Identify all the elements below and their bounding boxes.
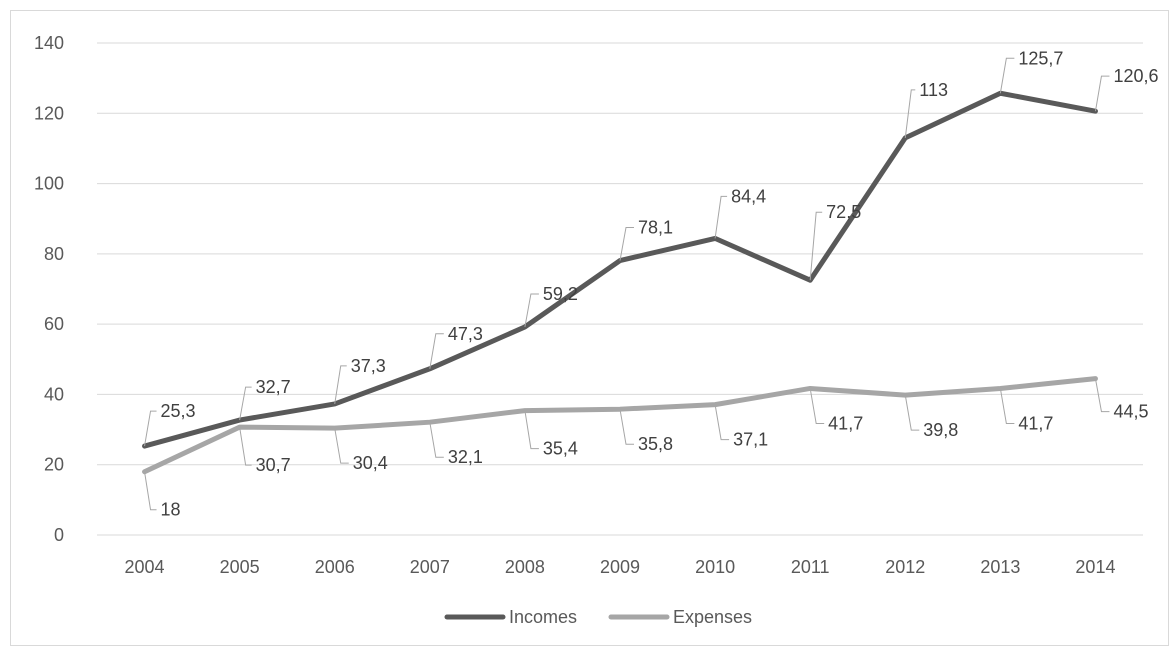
data-label-leader xyxy=(144,410,157,447)
data-label-expenses: 39,8 xyxy=(923,420,958,440)
data-label-leader xyxy=(999,57,1015,94)
x-axis: 2004 2005 2006 2007 2008 2009 2010 2011 2012 2013… xyxy=(125,557,1116,577)
y-tick-label: 60 xyxy=(44,314,64,334)
data-label-leader xyxy=(239,427,252,466)
data-label-leader xyxy=(144,471,157,511)
y-tick-label: 40 xyxy=(44,384,64,404)
data-label-incomes: 78,1 xyxy=(638,218,673,238)
data-label-expenses: 30,4 xyxy=(353,453,388,473)
data-label-incomes: 59,2 xyxy=(543,284,578,304)
data-label-leader xyxy=(524,410,539,450)
data-label-expenses: 30,7 xyxy=(256,455,291,475)
data-label-expenses: 35,4 xyxy=(543,439,578,459)
legend: Incomes Expenses xyxy=(444,607,752,627)
data-label-leader xyxy=(619,409,634,445)
x-tick-label: 2014 xyxy=(1075,557,1115,577)
data-label-expenses: 18 xyxy=(161,500,181,520)
y-tick-label: 120 xyxy=(34,103,64,123)
y-tick-label: 140 xyxy=(34,33,64,53)
x-tick-label: 2013 xyxy=(980,557,1020,577)
legend-label-incomes: Incomes xyxy=(509,607,577,627)
data-label-leader xyxy=(524,293,539,328)
data-label-incomes: 84,4 xyxy=(731,186,766,206)
data-label-expenses: 44,5 xyxy=(1113,402,1148,422)
x-tick-label: 2005 xyxy=(220,557,260,577)
data-label-leader xyxy=(334,365,347,404)
x-tick-label: 2012 xyxy=(885,557,925,577)
x-tick-label: 2004 xyxy=(125,557,165,577)
data-label-leader xyxy=(619,227,634,261)
data-label-incomes: 72,5 xyxy=(826,202,861,222)
data-label-incomes: 47,3 xyxy=(448,324,483,344)
data-labels: 25,3 32,7 37,3 47,3 59,2 78,1 84,4 72,5 113 125,7… xyxy=(144,48,1159,520)
x-tick-label: 2006 xyxy=(315,557,355,577)
data-label-leader xyxy=(904,89,916,138)
data-label-incomes: 125,7 xyxy=(1018,48,1063,68)
data-label-leader xyxy=(904,395,920,431)
gridlines xyxy=(97,42,1143,536)
x-tick-label: 2009 xyxy=(600,557,640,577)
x-tick-label: 2010 xyxy=(695,557,735,577)
data-label-leader xyxy=(429,422,444,458)
data-label-leader xyxy=(1094,378,1110,413)
data-label-leader xyxy=(239,386,252,421)
data-label-expenses: 41,7 xyxy=(828,413,863,433)
legend-label-expenses: Expenses xyxy=(673,607,752,627)
y-axis: 0 20 40 60 80 100 120 140 xyxy=(34,33,64,545)
data-label-leader xyxy=(334,428,349,464)
data-label-incomes: 32,7 xyxy=(256,377,291,397)
data-label-leader xyxy=(429,333,444,369)
data-label-leader xyxy=(714,404,730,441)
series-lines xyxy=(142,90,1098,475)
data-label-expenses: 41,7 xyxy=(1018,413,1053,433)
y-tick-label: 0 xyxy=(54,525,64,545)
data-label-leader xyxy=(714,195,728,239)
data-label-expenses: 37,1 xyxy=(733,430,768,450)
data-label-incomes: 120,6 xyxy=(1113,66,1158,86)
data-label-leader xyxy=(809,388,825,424)
x-tick-label: 2011 xyxy=(791,557,830,577)
data-label-leader xyxy=(999,388,1015,424)
data-label-expenses: 35,8 xyxy=(638,434,673,454)
x-tick-label: 2007 xyxy=(410,557,450,577)
data-label-leader xyxy=(809,211,823,281)
x-tick-label: 2008 xyxy=(505,557,545,577)
chart-area xyxy=(10,10,1169,646)
y-tick-label: 80 xyxy=(44,244,64,264)
y-tick-label: 100 xyxy=(34,174,64,194)
data-label-incomes: 25,3 xyxy=(161,401,196,421)
data-label-incomes: 37,3 xyxy=(351,356,386,376)
data-label-leader xyxy=(1094,75,1110,112)
data-label-incomes: 113 xyxy=(919,80,948,100)
y-tick-label: 20 xyxy=(44,455,64,475)
data-label-expenses: 32,1 xyxy=(448,447,483,467)
